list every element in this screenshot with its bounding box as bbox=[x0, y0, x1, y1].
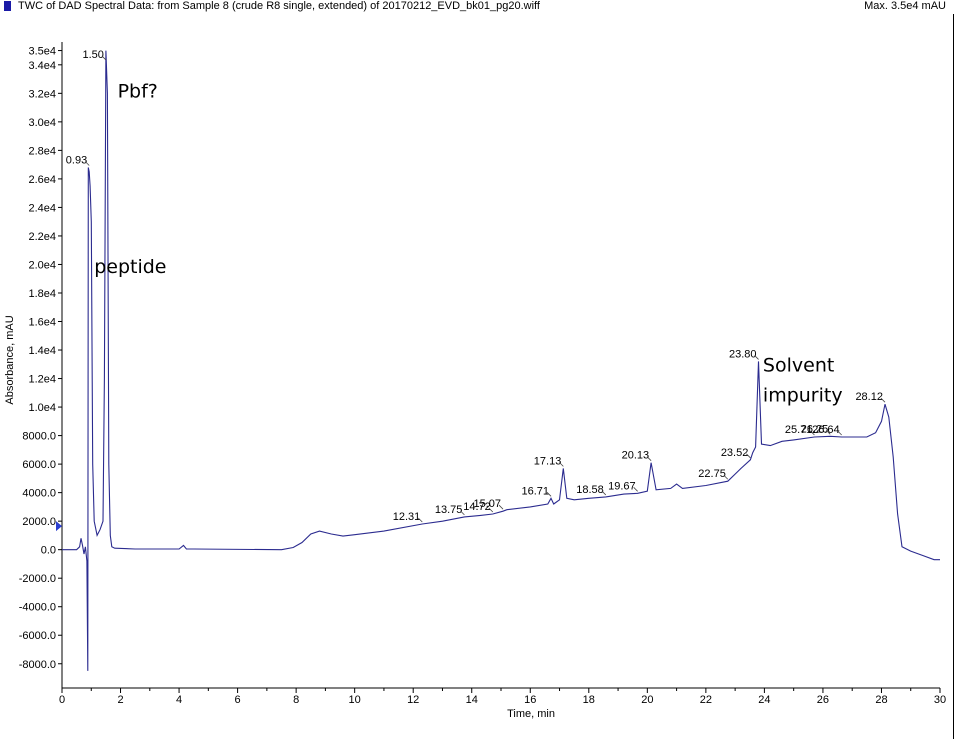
y-axis-label: Absorbance, mAU bbox=[4, 315, 16, 404]
chart-title: TWC of DAD Spectral Data: from Sample 8 … bbox=[18, 0, 540, 12]
peak-label: 12.31 bbox=[393, 511, 421, 523]
annotation-text: peptide bbox=[94, 256, 166, 278]
x-tick-label: 26 bbox=[817, 694, 829, 706]
peak-label: 23.52 bbox=[721, 447, 749, 459]
x-tick-label: 6 bbox=[235, 694, 241, 706]
y-tick-label: 3.5e4 bbox=[28, 46, 56, 58]
y-tick-label: 6000.0 bbox=[22, 459, 56, 471]
y-tick-label: 1.6e4 bbox=[28, 317, 56, 329]
peak-label-leader bbox=[559, 462, 564, 467]
peak-label: 15.07 bbox=[474, 498, 502, 510]
peak-label-leader bbox=[101, 55, 107, 61]
y-tick-label: 3.2e4 bbox=[28, 88, 56, 100]
peak-label-leader bbox=[754, 355, 759, 360]
x-tick-label: 4 bbox=[176, 694, 182, 706]
y-tick-label: -2000.0 bbox=[19, 573, 56, 585]
axes bbox=[56, 42, 941, 693]
y-tick-label: 3.4e4 bbox=[28, 60, 56, 72]
y-tick-label: 1.2e4 bbox=[28, 374, 56, 386]
x-tick-label: 28 bbox=[875, 694, 887, 706]
peak-label-leader bbox=[810, 430, 815, 436]
baseline-marker-icon bbox=[56, 521, 62, 532]
y-tick-label: 8000.0 bbox=[22, 431, 56, 443]
max-intensity-label: Max. 3.5e4 mAU bbox=[864, 0, 946, 12]
annotation-text: Pbf? bbox=[118, 81, 158, 103]
peak-label-leader bbox=[498, 504, 504, 510]
peak-label-leader bbox=[488, 507, 494, 513]
peak-label-leader bbox=[837, 430, 842, 436]
peak-label: 17.13 bbox=[534, 455, 562, 467]
peak-label: 14.72 bbox=[463, 501, 491, 513]
peak-label: 22.75 bbox=[698, 468, 726, 480]
trace-color-icon bbox=[4, 1, 11, 11]
peak-label-leader bbox=[723, 474, 729, 480]
y-tick-label: 1.8e4 bbox=[28, 288, 56, 300]
peak-label: 18.58 bbox=[576, 484, 604, 496]
peak-label-leader bbox=[460, 510, 465, 516]
x-tick-label: 12 bbox=[407, 694, 419, 706]
peak-label-leader bbox=[84, 161, 90, 166]
x-axis-label: Time, min bbox=[507, 708, 555, 720]
peak-label-leader bbox=[633, 487, 638, 492]
annotation-text: impurity bbox=[763, 384, 843, 406]
peak-label-leader bbox=[601, 490, 607, 496]
right-border bbox=[953, 14, 954, 739]
y-tick-label: 1.0e4 bbox=[28, 402, 56, 414]
peak-label: 16.71 bbox=[522, 485, 550, 497]
x-tick-label: 22 bbox=[700, 694, 712, 706]
peak-label: 0.93 bbox=[66, 154, 87, 166]
y-tick-label: 2.6e4 bbox=[28, 174, 56, 186]
peak-label-leader bbox=[825, 430, 831, 435]
x-tick-label: 10 bbox=[349, 694, 361, 706]
y-tick-label: -6000.0 bbox=[19, 630, 56, 642]
y-tick-label: -4000.0 bbox=[19, 602, 56, 614]
x-tick-label: 2 bbox=[117, 694, 123, 706]
peak-label-leader bbox=[546, 492, 552, 497]
peak-label: 25.71 bbox=[785, 424, 813, 436]
peak-label: 1.50 bbox=[82, 49, 103, 61]
peak-label-leader bbox=[880, 397, 886, 403]
peak-label: 28.12 bbox=[855, 391, 883, 403]
x-tick-label: 24 bbox=[758, 694, 770, 706]
x-tick-label: 20 bbox=[641, 694, 653, 706]
annotation-text: Solvent bbox=[763, 354, 834, 376]
x-tick-label: 8 bbox=[293, 694, 299, 706]
peak-label: 23.80 bbox=[729, 348, 757, 360]
peak-label: 26.25 bbox=[801, 423, 829, 435]
y-tick-label: 1.4e4 bbox=[28, 345, 56, 357]
x-tick-label: 18 bbox=[583, 694, 595, 706]
peak-label-leader bbox=[746, 453, 751, 459]
x-tick-label: 0 bbox=[59, 694, 65, 706]
tick-labels: 3.5e4 3.4e4 3.2e4 3.0e4 2.8e4 2.6e4 2.4e4 2.2e4… bbox=[19, 46, 946, 706]
series-line bbox=[62, 50, 940, 671]
x-tick-label: 14 bbox=[466, 694, 478, 706]
peak-label: 13.75 bbox=[435, 504, 463, 516]
x-tick-label: 16 bbox=[524, 694, 536, 706]
y-tick-label: 3.0e4 bbox=[28, 117, 56, 129]
y-tick-label: -8000.0 bbox=[19, 659, 56, 671]
y-tick-label: 2000.0 bbox=[22, 516, 56, 528]
y-tick-label: 2.8e4 bbox=[28, 145, 56, 157]
title-bar: TWC of DAD Spectral Data: from Sample 8 … bbox=[0, 0, 968, 16]
y-tick-label: 2.4e4 bbox=[28, 202, 56, 214]
y-tick-label: 2.0e4 bbox=[28, 259, 56, 271]
y-tick-label: 2.2e4 bbox=[28, 231, 56, 243]
peak-label-leader bbox=[646, 456, 652, 461]
peak-label: 19.67 bbox=[608, 480, 636, 492]
peak-label: 26.64 bbox=[812, 424, 840, 436]
peak-label-leader bbox=[417, 517, 423, 523]
peak-label: 20.13 bbox=[622, 450, 650, 462]
plot-area bbox=[62, 50, 940, 671]
y-tick-label: 4000.0 bbox=[22, 488, 56, 500]
x-tick-label: 30 bbox=[934, 694, 946, 706]
y-tick-label: 0.0 bbox=[41, 545, 56, 557]
